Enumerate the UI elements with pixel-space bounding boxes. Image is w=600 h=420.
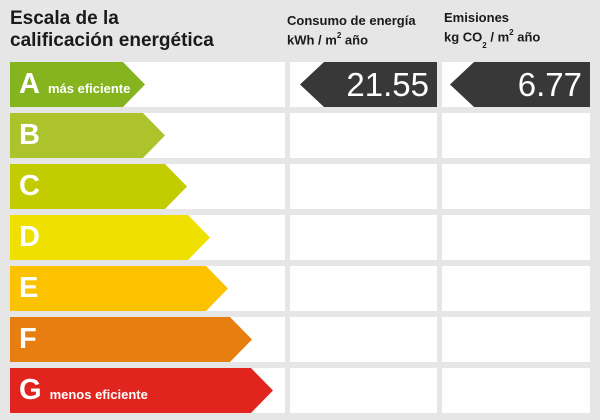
emisiones-cell-e xyxy=(442,266,590,311)
emisiones-cell-c xyxy=(442,164,590,209)
letter-cell-e: E xyxy=(10,266,285,311)
rating-row-g: G menos eficiente xyxy=(10,368,590,413)
rating-row-b: B xyxy=(10,113,590,158)
rating-arrow-d: D xyxy=(10,215,210,260)
consumo-cell-e xyxy=(290,266,437,311)
rating-letter: A xyxy=(19,68,40,100)
emisiones-cell-b xyxy=(442,113,590,158)
rating-note-most-efficient: más eficiente xyxy=(47,81,131,96)
rating-letter: C xyxy=(19,170,40,202)
rating-row-d: D xyxy=(10,215,590,260)
letter-cell-a: A más eficiente xyxy=(10,62,285,107)
rating-letter: F xyxy=(19,323,37,355)
rating-letter: B xyxy=(19,119,40,151)
rating-arrow-f: F xyxy=(10,317,252,362)
letter-cell-f: F xyxy=(10,317,285,362)
consumo-cell-c xyxy=(290,164,437,209)
rating-letter: E xyxy=(19,272,39,304)
page-title: Escala de la calificación energética xyxy=(10,8,214,52)
page-title-line2: calificación energética xyxy=(10,30,214,51)
emisiones-cell-a: 6.77 xyxy=(442,62,590,107)
consumo-label: Consumo de energía xyxy=(287,13,416,28)
rating-arrow-b: B xyxy=(10,113,165,158)
rating-arrow-g: G menos eficiente xyxy=(10,368,273,413)
emisiones-value-badge: 6.77 xyxy=(450,62,590,107)
rating-row-e: E xyxy=(10,266,590,311)
emisiones-cell-f xyxy=(442,317,590,362)
consumo-cell-b xyxy=(290,113,437,158)
rating-row-a: A más eficiente 21.55 6.77 xyxy=(10,62,590,107)
consumo-cell-g xyxy=(290,368,437,413)
column-header-emisiones: Emisiones kg CO2 / m2 año xyxy=(444,10,540,51)
rating-row-c: C xyxy=(10,164,590,209)
letter-cell-c: C xyxy=(10,164,285,209)
consumo-cell-a: 21.55 xyxy=(290,62,437,107)
letter-cell-d: D xyxy=(10,215,285,260)
page-title-line1: Escala de la xyxy=(10,8,119,29)
letter-cell-b: B xyxy=(10,113,285,158)
consumo-unit: kWh / m2 año xyxy=(287,31,369,48)
emisiones-cell-d xyxy=(442,215,590,260)
consumo-value-badge: 21.55 xyxy=(300,62,437,107)
emisiones-cell-g xyxy=(442,368,590,413)
rating-arrow-c: C xyxy=(10,164,187,209)
emisiones-unit: kg CO2 / m2 año xyxy=(444,28,541,50)
rating-note-least-efficient: menos eficiente xyxy=(49,387,148,402)
column-header-consumo: Consumo de energía kWh / m2 año xyxy=(287,13,416,48)
emisiones-label: Emisiones xyxy=(444,10,510,25)
rating-row-f: F xyxy=(10,317,590,362)
rating-arrow-e: E xyxy=(10,266,228,311)
rating-letter: G xyxy=(19,374,42,406)
consumo-cell-f xyxy=(290,317,437,362)
rating-letter: D xyxy=(19,221,40,253)
rating-rows: A más eficiente 21.55 6.77 B xyxy=(10,62,590,419)
rating-arrow-a: A más eficiente xyxy=(10,62,145,107)
consumo-cell-d xyxy=(290,215,437,260)
letter-cell-g: G menos eficiente xyxy=(10,368,285,413)
